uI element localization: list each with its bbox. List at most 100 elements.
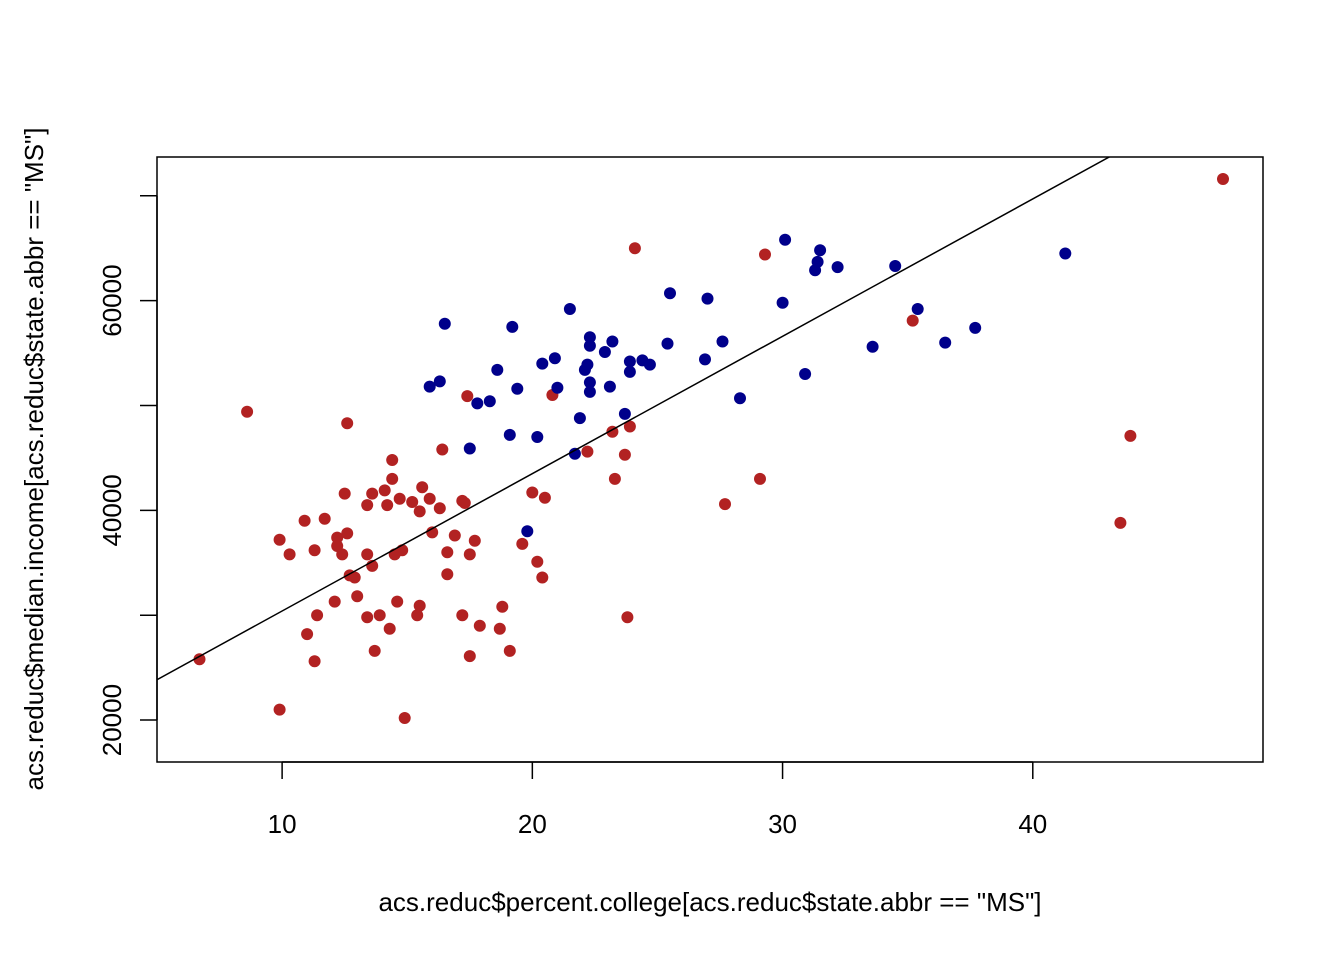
data-point-series-1	[416, 481, 429, 494]
x-tick-label: 10	[268, 809, 297, 839]
y-tick-label: 20000	[97, 684, 127, 756]
data-point-series-2	[563, 303, 576, 315]
data-point-series-1	[516, 537, 529, 550]
data-point-series-1	[536, 571, 549, 584]
data-points	[193, 173, 1229, 724]
x-axis: 10 20 30 40	[268, 761, 1047, 839]
data-point-series-2	[939, 336, 952, 349]
data-point-series-1	[531, 555, 544, 568]
data-point-series-2	[661, 337, 674, 350]
data-point-series-1	[496, 600, 509, 613]
data-point-series-1	[759, 248, 771, 261]
data-point-series-1	[378, 484, 391, 497]
data-point-series-2	[471, 397, 484, 410]
data-point-series-1	[423, 492, 436, 505]
data-point-series-1	[341, 527, 354, 540]
y-tick-label: 60000	[97, 264, 127, 336]
data-point-series-2	[911, 303, 924, 315]
data-point-series-2	[521, 525, 534, 538]
data-point-series-2	[438, 317, 451, 330]
data-point-series-1	[413, 599, 426, 612]
data-point-series-2	[779, 233, 792, 246]
data-point-series-2	[573, 412, 586, 425]
data-point-series-1	[468, 534, 481, 547]
y-axis: 20000 40000 60000	[97, 195, 158, 756]
data-point-series-1	[618, 448, 631, 461]
data-point-series-2	[551, 381, 564, 394]
data-point-series-1	[361, 611, 374, 624]
x-tick-label: 40	[1018, 809, 1047, 839]
data-point-series-2	[1059, 247, 1072, 260]
data-point-series-1	[463, 548, 476, 561]
data-point-series-1	[308, 544, 321, 557]
data-point-series-1	[361, 499, 374, 512]
data-point-series-1	[383, 622, 396, 635]
data-point-series-1	[1217, 173, 1229, 185]
data-point-series-1	[463, 650, 476, 663]
data-point-series-1	[493, 622, 506, 635]
data-point-series-2	[623, 365, 636, 378]
data-point-series-1	[538, 491, 551, 504]
data-point-series-1	[366, 487, 379, 500]
data-point-series-1	[368, 644, 381, 657]
data-point-series-1	[436, 443, 449, 456]
data-point-series-1	[406, 496, 419, 508]
data-point-series-2	[511, 382, 524, 395]
y-tick-label: 40000	[97, 474, 127, 546]
data-point-series-1	[621, 611, 634, 624]
data-point-series-2	[603, 380, 616, 393]
data-point-series-1	[273, 533, 286, 546]
data-point-series-2	[716, 335, 729, 348]
data-point-series-2	[831, 261, 844, 274]
data-point-series-1	[341, 417, 354, 430]
data-point-series-2	[506, 320, 519, 333]
data-point-series-1	[426, 526, 439, 539]
data-point-series-1	[623, 420, 636, 433]
x-tick-label: 30	[768, 809, 797, 839]
data-point-series-1	[433, 502, 446, 515]
data-point-series-2	[799, 368, 812, 380]
data-point-series-1	[441, 546, 454, 559]
data-point-series-1	[381, 499, 394, 512]
data-point-series-1	[311, 609, 324, 622]
data-point-series-1	[754, 472, 766, 485]
data-point-series-1	[328, 595, 341, 608]
data-point-series-1	[503, 644, 516, 657]
data-point-series-2	[423, 380, 436, 393]
data-point-series-1	[386, 454, 399, 466]
data-point-series-2	[811, 255, 824, 268]
data-point-series-1	[441, 568, 454, 581]
data-point-series-2	[701, 292, 714, 305]
data-point-series-1	[398, 712, 411, 724]
data-point-series-1	[386, 472, 399, 485]
data-point-series-1	[448, 529, 461, 542]
data-point-series-2	[463, 442, 476, 455]
data-point-series-1	[336, 548, 349, 561]
data-point-series-1	[348, 571, 361, 584]
data-point-series-1	[373, 609, 386, 622]
fit-line-group	[157, 157, 1111, 681]
data-point-series-1	[361, 548, 374, 561]
data-point-series-2	[483, 395, 496, 408]
data-point-series-1	[393, 492, 406, 505]
data-point-series-1	[308, 655, 321, 668]
data-point-series-1	[193, 653, 206, 666]
data-point-series-2	[623, 355, 636, 368]
data-point-series-1	[473, 619, 486, 632]
data-point-series-2	[536, 357, 549, 370]
data-point-series-1	[396, 544, 409, 557]
data-point-series-1	[628, 242, 641, 255]
data-point-series-2	[618, 407, 631, 420]
data-point-series-1	[461, 390, 474, 403]
data-point-series-1	[456, 609, 469, 622]
data-point-series-2	[734, 392, 746, 405]
data-point-series-2	[866, 340, 879, 353]
data-point-series-1	[298, 514, 311, 527]
data-point-series-1	[283, 548, 296, 561]
data-point-series-2	[664, 287, 676, 300]
data-point-series-1	[719, 498, 731, 511]
data-point-series-2	[889, 260, 902, 272]
data-point-series-1	[581, 445, 594, 458]
